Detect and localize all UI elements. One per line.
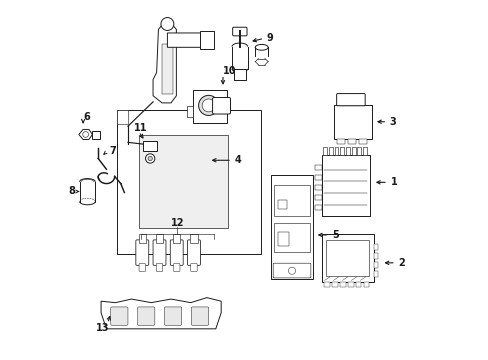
Text: 7: 7 [109,145,116,156]
FancyBboxPatch shape [314,205,321,211]
Text: 13: 13 [96,323,109,333]
FancyBboxPatch shape [143,141,157,151]
FancyBboxPatch shape [355,282,361,287]
FancyBboxPatch shape [340,147,344,155]
FancyBboxPatch shape [271,175,312,279]
FancyBboxPatch shape [328,147,332,155]
Circle shape [148,156,152,161]
Polygon shape [117,110,128,125]
FancyBboxPatch shape [274,223,309,252]
FancyBboxPatch shape [274,185,309,216]
Text: 11: 11 [134,123,147,133]
FancyBboxPatch shape [190,234,197,243]
FancyBboxPatch shape [187,107,192,117]
FancyBboxPatch shape [359,139,366,144]
FancyBboxPatch shape [336,139,344,144]
Circle shape [145,154,155,163]
FancyBboxPatch shape [277,200,286,209]
FancyBboxPatch shape [156,234,163,243]
Text: 9: 9 [266,33,273,42]
FancyBboxPatch shape [324,282,329,287]
Polygon shape [117,110,260,253]
Text: 8: 8 [69,186,76,197]
FancyBboxPatch shape [164,307,182,325]
Text: 2: 2 [398,258,405,268]
FancyBboxPatch shape [173,234,180,243]
FancyBboxPatch shape [373,244,377,250]
FancyBboxPatch shape [314,175,321,180]
FancyBboxPatch shape [136,240,148,265]
FancyBboxPatch shape [332,282,337,287]
FancyBboxPatch shape [363,147,366,155]
FancyBboxPatch shape [347,282,353,287]
FancyBboxPatch shape [321,234,373,282]
Circle shape [202,99,215,112]
Polygon shape [101,298,221,329]
FancyBboxPatch shape [191,307,208,325]
FancyBboxPatch shape [357,147,361,155]
FancyBboxPatch shape [323,147,326,155]
FancyBboxPatch shape [336,94,365,106]
FancyBboxPatch shape [212,98,230,114]
FancyBboxPatch shape [156,264,163,271]
FancyBboxPatch shape [137,307,155,325]
Polygon shape [153,19,176,103]
FancyBboxPatch shape [234,69,245,80]
FancyBboxPatch shape [232,27,246,36]
FancyBboxPatch shape [277,232,288,246]
FancyBboxPatch shape [363,282,368,287]
Polygon shape [162,44,172,94]
FancyBboxPatch shape [173,264,180,271]
Polygon shape [79,130,92,139]
Text: 1: 1 [390,177,397,187]
Text: 3: 3 [389,117,396,127]
FancyBboxPatch shape [351,147,355,155]
FancyBboxPatch shape [190,264,197,271]
Text: 10: 10 [223,66,236,76]
FancyBboxPatch shape [347,139,355,144]
FancyBboxPatch shape [139,264,145,271]
FancyBboxPatch shape [110,307,128,325]
FancyBboxPatch shape [187,240,200,265]
Circle shape [288,267,295,274]
FancyBboxPatch shape [153,240,165,265]
FancyBboxPatch shape [373,262,377,268]
Circle shape [82,132,88,137]
Circle shape [198,95,218,116]
Text: 4: 4 [234,155,241,165]
Text: 6: 6 [83,112,90,122]
FancyBboxPatch shape [92,131,100,139]
FancyBboxPatch shape [273,263,310,278]
FancyBboxPatch shape [321,155,369,216]
FancyBboxPatch shape [199,31,214,49]
FancyBboxPatch shape [139,234,145,243]
Circle shape [161,18,174,31]
FancyBboxPatch shape [340,282,345,287]
Text: 5: 5 [331,230,338,240]
Polygon shape [167,33,206,47]
FancyBboxPatch shape [314,165,321,170]
FancyBboxPatch shape [192,90,226,123]
FancyBboxPatch shape [373,271,377,277]
FancyBboxPatch shape [170,240,183,265]
FancyBboxPatch shape [314,185,321,190]
FancyBboxPatch shape [333,105,371,139]
FancyBboxPatch shape [373,253,377,259]
FancyBboxPatch shape [334,147,338,155]
Text: 12: 12 [170,218,184,228]
Polygon shape [139,135,228,228]
FancyBboxPatch shape [325,240,368,276]
FancyBboxPatch shape [314,195,321,201]
FancyBboxPatch shape [346,147,349,155]
